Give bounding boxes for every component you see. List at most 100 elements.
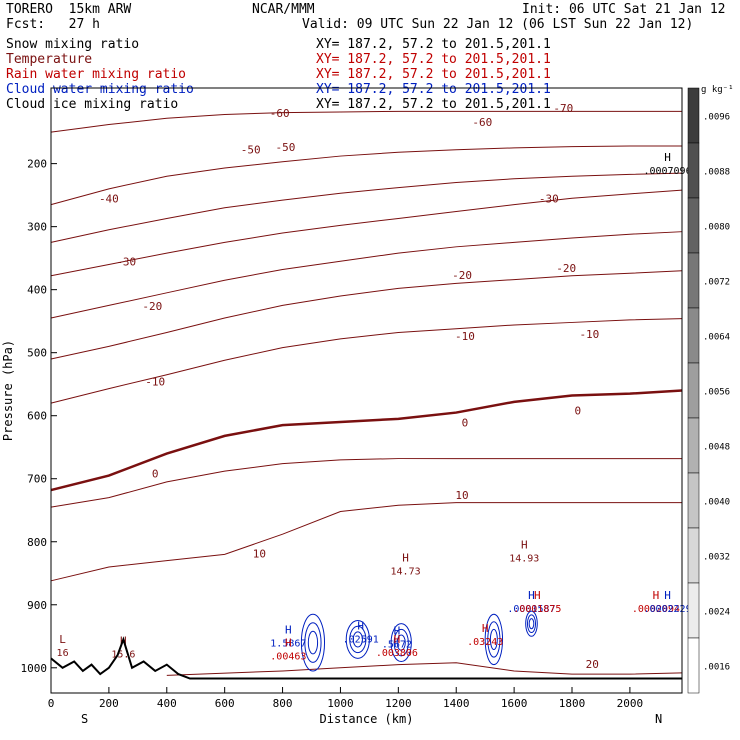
terrain [50,636,682,680]
contour-label-6: -30 [539,193,559,206]
cloud-water-cell-2-ring-1 [393,628,409,657]
cloud-water-cell-4-ring-2 [528,618,535,630]
x-tick-label-3: 600 [215,697,235,710]
extremum-value-14: 16 [57,648,69,659]
temperature-contour-7 [50,389,683,492]
extremum-symbol-10: H [534,589,541,602]
valid-time: Valid: 09 UTC Sun 22 Jan 12 (06 LST Sun … [302,17,694,32]
contour-label-19: 20 [586,658,599,671]
contour-label-11: -10 [455,330,475,343]
contour-label-14: 0 [462,416,469,429]
contour-label-2: -60 [472,116,492,129]
temperature-contour-4 [50,231,683,319]
model-name: TORERO 15km ARW [6,2,132,17]
cloud-water-cell-2-ring-2 [396,634,406,651]
temperature-contour-5 [50,270,683,360]
x-tick-label-5: 1000 [327,697,354,710]
extremum-symbol-11: H [653,589,660,602]
extremum-value-1: 14.93 [509,554,539,565]
y-tick-label-2: 400 [27,284,47,297]
extremum-value-11: .0002094 [632,604,680,615]
extremum-symbol-7: H [394,633,401,646]
temperature-contour-9 [50,502,682,582]
contour-label-4: -50 [276,141,296,154]
legend-cloud-water: Cloud water mixing ratio [6,82,194,97]
x-tick-label-6: 1200 [385,697,412,710]
temperature-contour-6 [50,318,683,404]
extrema-markers: H14.73H14.93H.0007096H1.5867H.00463H.025… [57,151,692,662]
extremum-symbol-12: H [664,589,671,602]
contour-label-5: -40 [99,193,119,206]
contour-label-15: 0 [574,404,581,417]
extremum-value-4: .00463 [270,651,306,662]
cloud-water-cell-3-ring-2 [489,628,498,651]
extremum-symbol-4: H [285,636,292,649]
y-tick-label-0: 200 [27,158,47,171]
colorbar-tick-4: .0064 [703,333,730,343]
legend-cloud-water-xy: XY= 187.2, 57.2 to 201.5,201.1 [316,82,551,97]
y-tick-label-5: 700 [27,473,47,486]
x-end-label-north: N [655,712,662,726]
colorbar-segment-8 [687,527,700,584]
x-tick-label-4: 800 [273,697,293,710]
colorbar-segment-9 [687,582,700,639]
legend-snow: Snow mixing ratio [6,37,140,52]
y-axis-label: Pressure (hPa) [1,340,15,441]
temperature-contour-10 [166,662,683,676]
temperature-contour-3 [50,189,683,277]
cloud-water-cell-4-ring-0 [525,610,538,637]
cloud-water-cell-1-ring-2 [352,631,363,648]
extremum-value-6: .5672 [382,639,412,650]
temperature-contour-8 [50,458,682,508]
temperature-contour-2 [50,172,683,243]
contour-label-3: -50 [241,144,261,157]
extremum-symbol-1: H [521,539,528,552]
y-tick-label-7: 900 [27,599,47,612]
extremum-symbol-5: H [357,619,364,632]
legend-snow-xy: XY= 187.2, 57.2 to 201.5,201.1 [316,37,551,52]
temperature-contour-1 [50,145,682,206]
extremum-value-7: .003806 [376,648,418,659]
cloud-water-cell-1-ring-0 [345,620,370,659]
colorbar-tick-8: .0032 [703,553,730,563]
init-time: Init: 06 UTC Sat 21 Jan 12 [522,2,726,17]
x-tick-label-7: 1400 [443,697,470,710]
colorbar-tick-7: .0040 [703,498,730,508]
cloud-water-cell-2-ring-0 [390,623,412,662]
temperature-contour-0 [50,110,682,133]
extremum-symbol-14: L [59,633,66,646]
colorbar-segment-7 [687,472,700,529]
x-tick-label-8: 1600 [501,697,528,710]
extremum-value-5: .02591 [343,634,379,645]
colorbar-segment-0 [687,87,700,144]
y-tick-label-4: 600 [27,410,47,423]
cloud-water-cell-0-ring-0 [300,613,326,672]
extremum-symbol-6: H [394,624,401,637]
y-tick-label-1: 300 [27,221,47,234]
extremum-value-13: 15.6 [111,649,135,660]
legend-rain: Rain water mixing ratio [6,67,187,82]
extremum-value-12: .0002229 [643,604,691,615]
contour-label-8: -20 [452,269,472,282]
legend-cloud-ice-xy: XY= 187.2, 57.2 to 201.5,201.1 [316,97,551,112]
temperature-contours [50,110,683,676]
x-tick-label-0: 0 [48,697,55,710]
colorbar-tick-3: .0072 [703,278,730,288]
cloud-water-cells [300,610,538,672]
extremum-value-2: .0007096 [643,166,691,177]
contour-label-1: -60 [270,107,290,120]
contour-label-7: -30 [116,256,136,269]
y-tick-label-8: 1000 [21,662,48,675]
extremum-value-10: .0001875 [513,604,561,615]
extremum-value-9: .0001587 [507,604,555,615]
colorbar-tick-10: .0016 [703,663,730,673]
cloud-water-cell-0-ring-1 [304,622,322,663]
terrain-line [50,636,682,680]
extremum-value-8: .03243 [467,637,503,648]
colorbar-segment-1 [687,142,700,199]
colorbar-segment-2 [687,197,700,254]
legend-cloud-ice: Cloud ice mixing ratio [6,97,179,112]
colorbar-tick-2: .0080 [703,223,730,233]
colorbar-segment-3 [687,252,700,309]
